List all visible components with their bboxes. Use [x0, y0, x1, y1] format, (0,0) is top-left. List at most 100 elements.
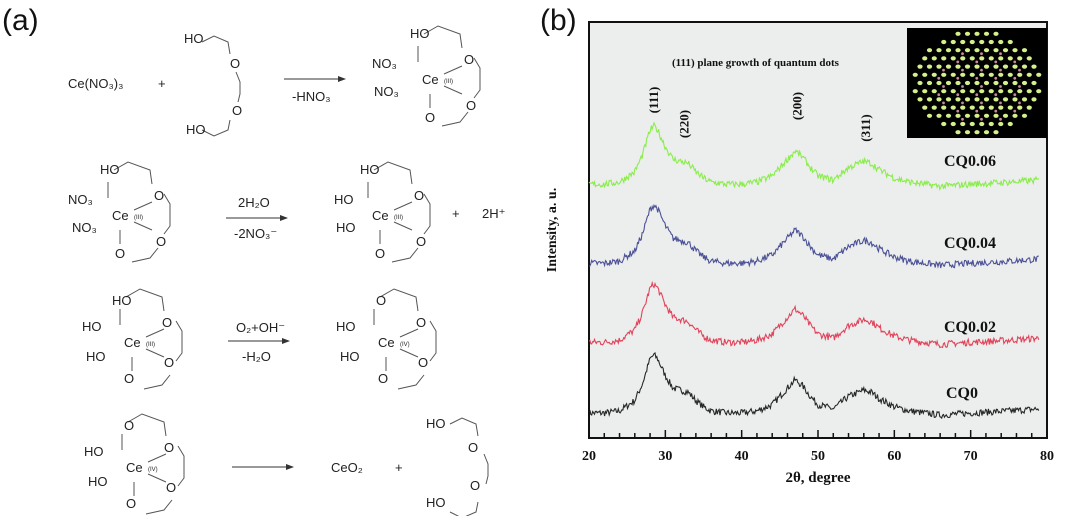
series-label: CQ0: [946, 385, 978, 402]
peak-label: (200): [789, 92, 804, 120]
reaction-step-4: O HO Ce (IV) HO O O O CeO₂ + HO O O HO: [84, 413, 489, 516]
lattice-dot-minor: [961, 85, 964, 88]
ether-o2: O: [164, 355, 174, 370]
lattice-dot: [964, 130, 971, 135]
ether-o1: O: [154, 188, 164, 203]
lattice-dot: [1021, 80, 1028, 86]
lattice-dot-minor: [980, 85, 983, 88]
lattice-dot: [964, 97, 971, 102]
lattice-dot: [960, 39, 966, 45]
glycol-ho-top: HO: [184, 31, 204, 46]
lattice-dot-minor: [961, 117, 964, 121]
lattice-dot: [1036, 72, 1042, 77]
ce-complex-product: HO HO Ce (III) HO O O O: [334, 161, 431, 263]
lattice-dot: [960, 56, 966, 61]
lattice-dot-minor: [961, 101, 964, 105]
lattice-dot-minor: [1018, 85, 1021, 88]
ligand-2: HO: [336, 220, 356, 235]
cerium-atom: Ce: [372, 208, 389, 223]
lattice-dot-minor: [937, 76, 941, 80]
lattice-dot: [1012, 64, 1018, 69]
lattice-dot-minor: [956, 60, 960, 64]
lattice-dot: [1026, 56, 1032, 61]
series-labels: CQ0 CQ0.02 CQ0.04 CQ0.06: [944, 153, 996, 402]
ether-o3: O: [115, 246, 125, 261]
plus-sign: +: [395, 460, 403, 475]
diethylene-glycol-structure: HO O O HO: [426, 416, 489, 516]
lattice-dot: [945, 97, 952, 102]
lattice-dot: [964, 48, 971, 53]
lattice-dot: [936, 97, 942, 102]
lattice-dot: [998, 39, 1004, 45]
lattice-dot: [983, 64, 990, 69]
lattice-dot: [974, 48, 980, 53]
oxidation-state: (III): [394, 215, 403, 221]
lattice-dot: [969, 72, 975, 77]
lattice-dot: [1031, 97, 1037, 102]
lattice-dot: [945, 64, 952, 69]
ether-o2: O: [156, 234, 166, 249]
ce-complex-reactant: HO NO₃ Ce (III) NO₃ O O O: [68, 161, 171, 263]
lattice-dot-minor: [961, 52, 964, 56]
lattice-dot: [1021, 97, 1028, 102]
lattice-dot: [1031, 80, 1037, 86]
lattice-dot: [1002, 48, 1009, 53]
lattice-dot: [960, 121, 966, 127]
lattice-dot-minor: [999, 85, 1002, 88]
x-axis-label: 2θ, degree: [785, 470, 850, 486]
lattice-dot: [993, 130, 999, 135]
lattice-dot: [983, 48, 990, 53]
ligand-1: HO: [82, 319, 102, 334]
ether-o1: O: [416, 315, 426, 330]
ce-complex-product: O HO Ce (IV) HO O O O: [336, 288, 437, 390]
lattice-dot: [974, 31, 980, 36]
peak-labels: (111) (220) (200) (311): [646, 87, 873, 142]
ligand-2: NO₃: [374, 84, 399, 99]
lattice-dot: [979, 56, 985, 61]
lattice-dot: [993, 64, 999, 69]
series-label: CQ0.04: [944, 235, 996, 252]
lattice-dot: [955, 80, 961, 86]
lattice-dot: [1007, 56, 1013, 61]
lattice-dot: [1002, 97, 1009, 102]
lattice-dot: [941, 56, 947, 61]
lattice-dot: [941, 121, 947, 127]
lattice-dot: [917, 64, 923, 69]
lattice-dot: [993, 113, 999, 118]
x-tick-label: 30: [658, 449, 672, 464]
lattice-dot: [988, 56, 994, 61]
lattice-dot: [1017, 56, 1023, 61]
lattice-dot-minor: [980, 68, 983, 72]
lattice-dot: [950, 89, 956, 94]
arrow-condition-above: 2H₂O: [238, 195, 270, 210]
lattice-dot: [1007, 121, 1013, 127]
lattice-dot: [979, 105, 985, 110]
lattice-dot: [926, 80, 933, 86]
lattice-dot: [974, 113, 980, 118]
oxidation-state: (III): [134, 215, 143, 221]
ether-o2: O: [416, 234, 426, 249]
lattice-dot: [926, 64, 933, 69]
lattice-dot: [936, 80, 942, 86]
lattice-dot: [917, 97, 923, 102]
series-line-cq0-06: [588, 121, 1040, 192]
lattice-dot-minor: [994, 60, 998, 64]
x-tick-label: 40: [735, 449, 749, 464]
lattice-dot: [936, 64, 942, 69]
lattice-dot: [974, 130, 980, 135]
lattice-dot: [983, 80, 990, 86]
peak-label: (311): [858, 114, 873, 141]
lattice-dot: [1007, 39, 1013, 45]
lattice-dot: [945, 80, 952, 86]
lattice-dot-minor: [956, 109, 960, 113]
lattice-dot: [988, 89, 994, 94]
arrow-condition-below: -H₂O: [242, 349, 271, 364]
ligand-top: O: [124, 418, 134, 433]
lattice-dot-minor: [980, 117, 983, 121]
reaction-scheme: (a) Ce(NO₃)₃ + HO O O HO -HNO₃ HO NO₃ Ce…: [2, 4, 505, 516]
lattice-dot: [969, 56, 975, 61]
lattice-dot: [955, 48, 961, 53]
lattice-dot: [983, 113, 990, 118]
lattice-dot: [1012, 97, 1018, 102]
